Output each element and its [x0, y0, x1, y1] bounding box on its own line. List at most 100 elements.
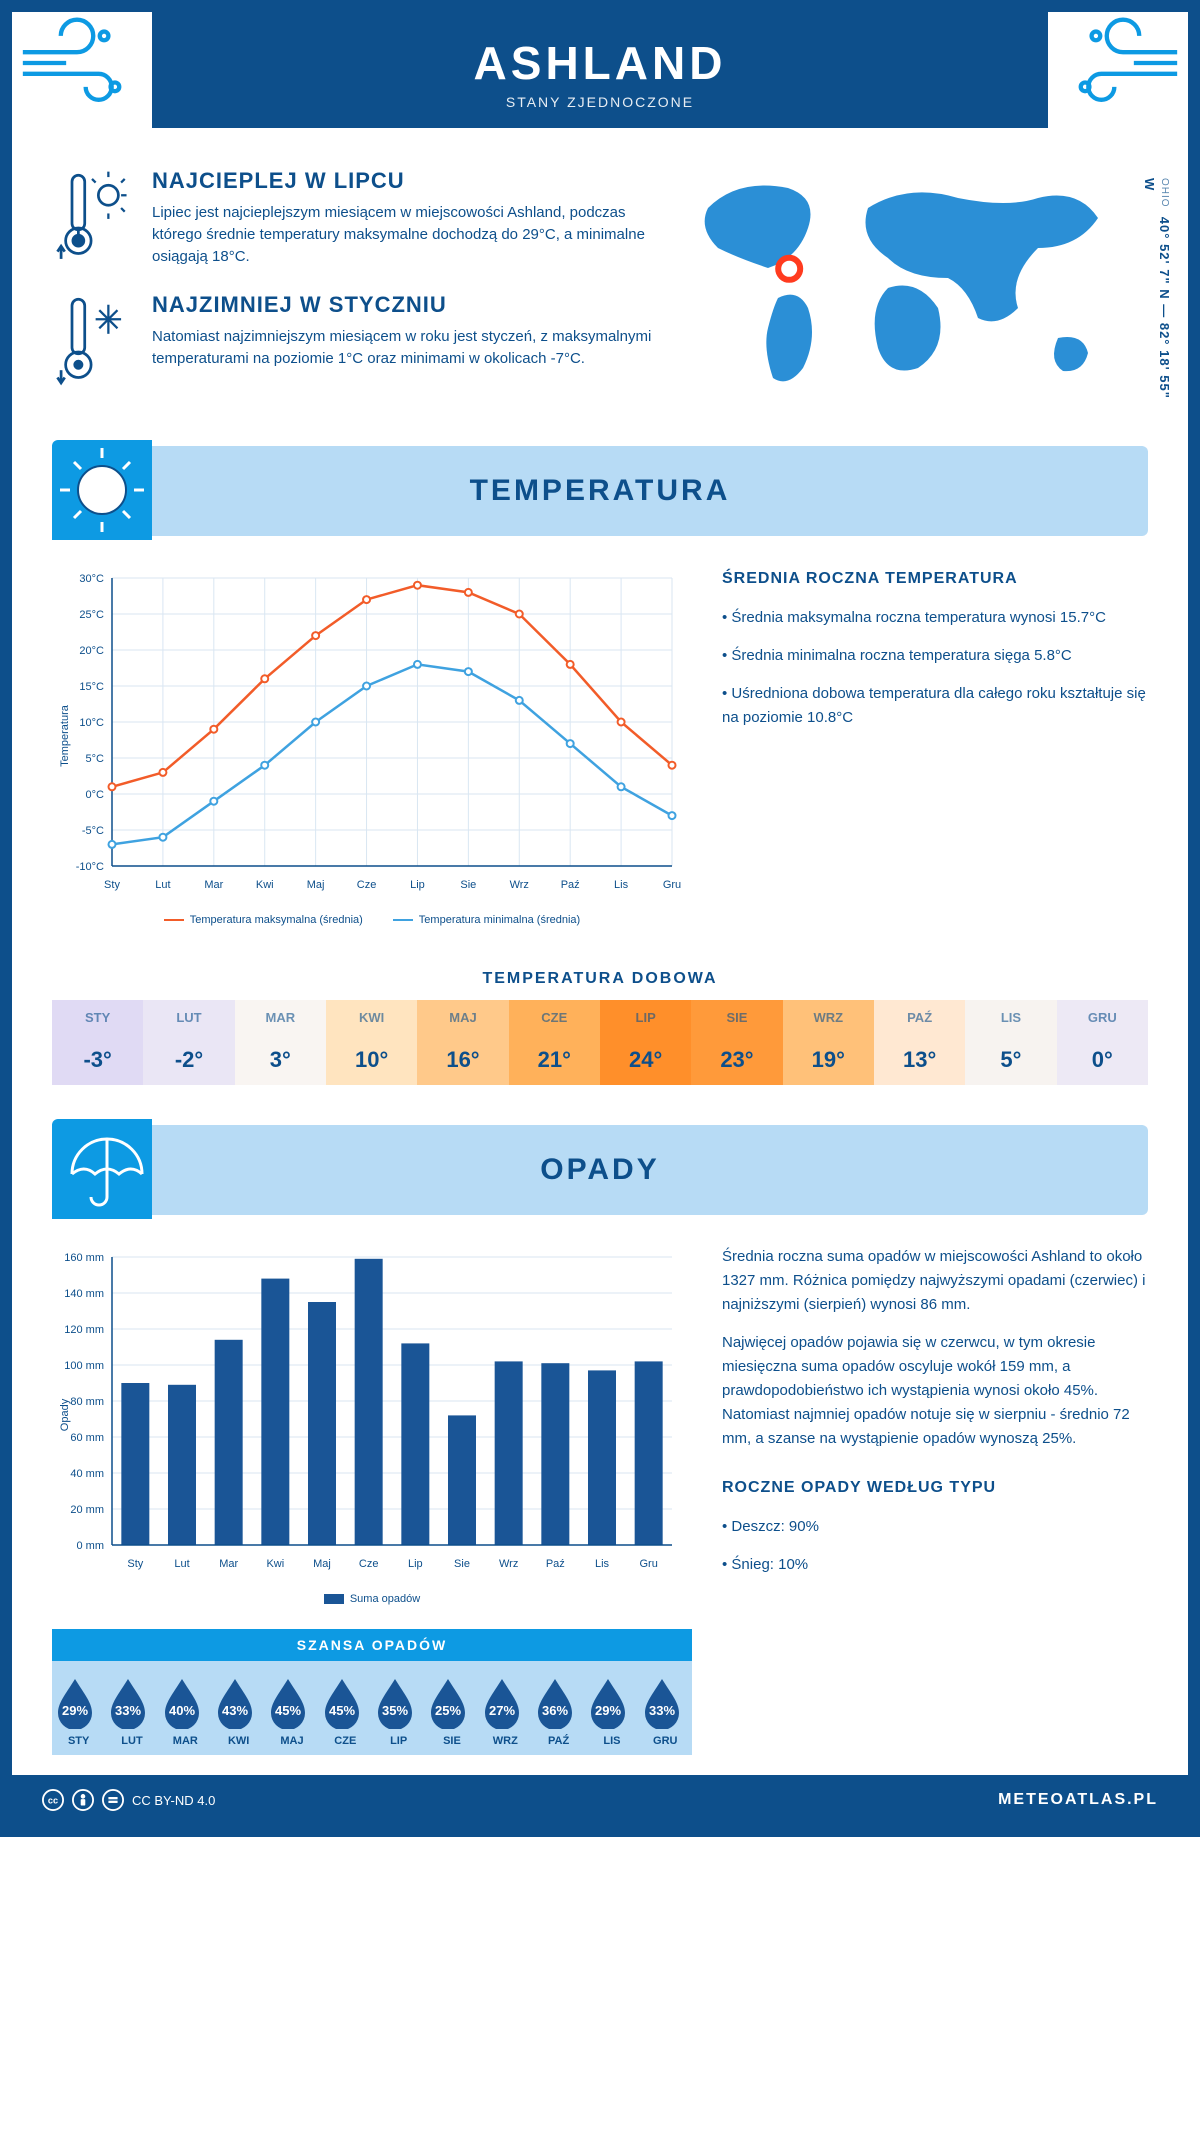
svg-text:40 mm: 40 mm: [70, 1468, 104, 1480]
cc-icon: cc: [42, 1789, 64, 1811]
precip-summary: Średnia roczna suma opadów w miejscowośc…: [722, 1245, 1148, 1755]
svg-text:Paź: Paź: [546, 1558, 565, 1570]
svg-text:Lut: Lut: [155, 879, 170, 891]
svg-text:Sty: Sty: [127, 1558, 143, 1570]
svg-text:25%: 25%: [435, 1703, 461, 1718]
svg-text:Opady: Opady: [59, 1398, 71, 1431]
svg-text:45%: 45%: [275, 1703, 301, 1718]
daily-cell: CZE21°: [509, 1000, 600, 1085]
fact-warm-title: NAJCIEPLEJ W LIPCU: [152, 168, 658, 194]
precip-chart-box: 0 mm20 mm40 mm60 mm80 mm100 mm120 mm140 …: [52, 1245, 692, 1755]
fact-warmest: NAJCIEPLEJ W LIPCU Lipiec jest najcieple…: [52, 168, 658, 268]
by-icon: [72, 1789, 94, 1811]
svg-text:-10°C: -10°C: [76, 861, 104, 873]
svg-text:Maj: Maj: [313, 1558, 331, 1570]
coordinates-label: OHIO 40° 52' 7" N — 82° 18' 55" W: [1142, 178, 1172, 416]
svg-text:Lip: Lip: [410, 879, 425, 891]
temp-summary-b1: • Średnia maksymalna roczna temperatura …: [722, 606, 1148, 630]
svg-text:30°C: 30°C: [79, 573, 104, 585]
world-map: [688, 168, 1128, 408]
daily-month: LIS: [965, 1000, 1056, 1035]
daily-value: 21°: [509, 1035, 600, 1085]
svg-text:Cze: Cze: [357, 879, 377, 891]
svg-text:-5°C: -5°C: [82, 825, 104, 837]
precip-type-title: ROCZNE OPADY WEDŁUG TYPU: [722, 1475, 1148, 1501]
svg-text:Gru: Gru: [639, 1558, 657, 1570]
svg-text:Gru: Gru: [663, 879, 681, 891]
drop-icon: 25%: [425, 1675, 471, 1729]
precip-chance-drops: 29%STY33%LUT40%MAR43%KWI45%MAJ45%CZE35%L…: [52, 1661, 692, 1755]
fact-warm-text: Lipiec jest najcieplejszym miesiącem w m…: [152, 202, 658, 267]
temperature-row: -10°C-5°C0°C5°C10°C15°C20°C25°C30°CStyLu…: [12, 536, 1188, 946]
chance-month: LIP: [372, 1735, 425, 1747]
svg-text:36%: 36%: [542, 1703, 568, 1718]
daily-month: SIE: [691, 1000, 782, 1035]
svg-text:140 mm: 140 mm: [64, 1288, 104, 1300]
svg-text:Sie: Sie: [454, 1558, 470, 1570]
chance-drop: 45% MAJ: [265, 1675, 318, 1747]
chance-drop: 35% LIP: [372, 1675, 425, 1747]
daily-month: KWI: [326, 1000, 417, 1035]
temperature-title: TEMPERATURA: [470, 474, 731, 508]
drop-icon: 33%: [105, 1675, 151, 1729]
chance-month: KWI: [212, 1735, 265, 1747]
precip-chance-title: SZANSA OPADÓW: [52, 1629, 692, 1661]
daily-cell: STY-3°: [52, 1000, 143, 1085]
svg-text:cc: cc: [48, 1796, 58, 1806]
daily-month: MAR: [235, 1000, 326, 1035]
chance-month: WRZ: [479, 1735, 532, 1747]
chance-drop: 29%LIS: [585, 1675, 638, 1747]
svg-text:Lip: Lip: [408, 1558, 423, 1570]
svg-text:15°C: 15°C: [79, 681, 104, 693]
drop-icon: 43%: [212, 1675, 258, 1729]
svg-text:40%: 40%: [169, 1703, 195, 1718]
chance-drop: 27%WRZ: [479, 1675, 532, 1747]
temp-summary-b2: • Średnia minimalna roczna temperatura s…: [722, 644, 1148, 668]
svg-text:Temperatura: Temperatura: [59, 704, 71, 767]
fact-coldest: NAJZIMNIEJ W STYCZNIU Natomiast najzimni…: [52, 292, 658, 392]
svg-text:Wrz: Wrz: [510, 879, 529, 891]
daily-month: GRU: [1057, 1000, 1148, 1035]
thermometer-snow-icon: [52, 292, 132, 392]
daily-month: WRZ: [783, 1000, 874, 1035]
country-subtitle: STANY ZJEDNOCZONE: [152, 94, 1048, 110]
daily-cell: MAJ16°: [417, 1000, 508, 1085]
temp-summary-b3: • Uśredniona dobowa temperatura dla całe…: [722, 682, 1148, 730]
drop-icon: 35%: [372, 1675, 418, 1729]
daily-value: 10°: [326, 1035, 417, 1085]
svg-text:100 mm: 100 mm: [64, 1360, 104, 1372]
chance-month: MAJ: [265, 1735, 318, 1747]
daily-value: 19°: [783, 1035, 874, 1085]
svg-text:20°C: 20°C: [79, 645, 104, 657]
daily-value: -2°: [143, 1035, 234, 1085]
temp-summary-title: ŚREDNIA ROCZNA TEMPERATURA: [722, 566, 1148, 592]
chance-month: LUT: [105, 1735, 158, 1747]
svg-text:Kwi: Kwi: [256, 879, 274, 891]
precip-chance-panel: SZANSA OPADÓW 29%STY33%LUT40%MAR43%KWI45…: [52, 1629, 692, 1755]
chance-drop: 36%PAŹ: [532, 1675, 585, 1747]
legend-max: Temperatura maksymalna (średnia): [190, 914, 363, 926]
chance-drop: 43% KWI: [212, 1675, 265, 1747]
svg-text:Mar: Mar: [204, 879, 223, 891]
svg-text:Wrz: Wrz: [499, 1558, 518, 1570]
daily-cell: LUT-2°: [143, 1000, 234, 1085]
daily-temp-title: TEMPERATURA DOBOWA: [12, 970, 1188, 988]
svg-text:160 mm: 160 mm: [64, 1252, 104, 1264]
daily-cell: SIE23°: [691, 1000, 782, 1085]
page: ASHLAND STANY ZJEDNOCZONE NAJCIEPLEJ W L…: [0, 0, 1200, 1837]
svg-text:10°C: 10°C: [79, 717, 104, 729]
daily-cell: LIS5°: [965, 1000, 1056, 1085]
daily-temp-grid: STY-3°LUT-2°MAR3°KWI10°MAJ16°CZE21°LIP24…: [52, 1000, 1148, 1085]
svg-text:25°C: 25°C: [79, 609, 104, 621]
precip-title: OPADY: [540, 1153, 659, 1187]
daily-cell: WRZ19°: [783, 1000, 874, 1085]
svg-text:33%: 33%: [649, 1703, 675, 1718]
temperature-summary: ŚREDNIA ROCZNA TEMPERATURA • Średnia mak…: [722, 566, 1148, 926]
chance-drop: 40%MAR: [159, 1675, 212, 1747]
svg-text:Sie: Sie: [460, 879, 476, 891]
svg-text:5°C: 5°C: [86, 753, 105, 765]
svg-text:Sty: Sty: [104, 879, 120, 891]
drop-icon: 29%: [52, 1675, 98, 1729]
daily-month: LUT: [143, 1000, 234, 1035]
svg-text:45%: 45%: [329, 1703, 355, 1718]
